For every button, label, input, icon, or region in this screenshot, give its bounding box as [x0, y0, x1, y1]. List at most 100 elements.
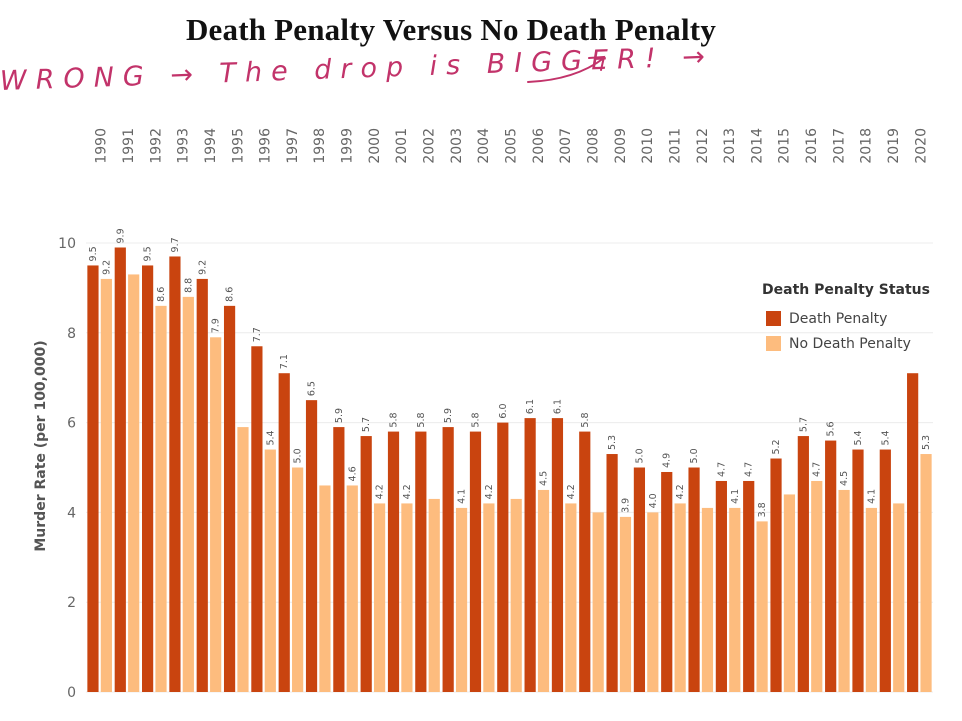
value-label-death-penalty: 9.5	[143, 246, 154, 261]
x-axis-year-labels: 1990 1991 1992 1993 1994 1995 1996 1997 1998 1999…	[94, 128, 930, 164]
value-label-death-penalty: 9.7	[170, 237, 181, 252]
x-tick-label: 2020	[913, 128, 929, 164]
x-tick-label: 2006	[531, 128, 547, 164]
x-tick-label: 2007	[558, 128, 574, 164]
bar-no-death-penalty	[373, 503, 386, 692]
bar-death-penalty	[415, 431, 427, 692]
y-tick-label: 6	[67, 416, 76, 432]
value-label-death-penalty: 5.7	[798, 417, 809, 432]
bar-death-penalty	[743, 480, 755, 692]
value-label-death-penalty: 6.5	[307, 381, 318, 396]
x-tick-label: 2008	[585, 128, 601, 164]
bar-no-death-penalty	[128, 274, 140, 692]
bar-death-penalty	[661, 471, 673, 692]
x-tick-label: 1995	[230, 128, 246, 164]
value-label-death-penalty: 9.2	[197, 260, 208, 275]
bar-no-death-penalty	[401, 503, 413, 692]
bar-no-death-penalty	[483, 503, 495, 692]
value-label-death-penalty: 6.1	[552, 399, 563, 414]
bar-no-death-penalty	[537, 489, 550, 692]
x-tick-label: 2012	[695, 128, 711, 164]
bar-no-death-penalty	[346, 485, 358, 692]
x-tick-label: 2004	[476, 128, 492, 164]
value-label-no-death-penalty: 4.6	[347, 466, 358, 481]
bar-death-penalty	[169, 256, 181, 692]
value-label-death-penalty: 5.8	[580, 412, 591, 427]
value-label-death-penalty: 5.0	[689, 448, 700, 463]
legend-item-no-death-penalty: No Death Penalty	[762, 331, 930, 356]
bar-no-death-penalty	[893, 503, 905, 692]
value-label-death-penalty: 5.2	[771, 439, 782, 454]
y-tick-label: 8	[67, 326, 76, 342]
value-label-death-penalty: 5.0	[634, 448, 645, 463]
bar-no-death-penalty	[592, 512, 604, 692]
x-tick-label: 1990	[94, 128, 110, 164]
value-label-death-penalty: 4.7	[716, 462, 727, 477]
bar-no-death-penalty	[729, 507, 741, 692]
bar-death-penalty	[524, 418, 536, 692]
bar-no-death-penalty	[100, 278, 112, 692]
value-label-death-penalty: 5.3	[607, 435, 618, 450]
x-tick-label: 2010	[640, 128, 656, 164]
value-label-no-death-penalty: 4.7	[812, 462, 823, 477]
bar-death-penalty	[606, 454, 618, 692]
value-label-no-death-penalty: 4.2	[375, 484, 386, 499]
x-tick-label: 1998	[312, 128, 328, 164]
bar-no-death-penalty	[619, 516, 632, 692]
value-label-no-death-penalty: 3.8	[757, 502, 768, 517]
bar-death-penalty	[770, 458, 782, 692]
bar-no-death-penalty	[182, 296, 194, 692]
x-tick-label: 2013	[722, 128, 738, 164]
value-label-death-penalty: 8.6	[225, 287, 236, 302]
value-label-no-death-penalty: 8.6	[156, 287, 167, 302]
value-label-no-death-penalty: 4.2	[484, 484, 495, 499]
x-tick-label: 2009	[613, 128, 629, 164]
bar-death-penalty	[387, 431, 400, 692]
x-tick-label: 2005	[504, 128, 520, 164]
value-label-death-penalty: 5.9	[443, 408, 454, 423]
value-label-death-penalty: 5.4	[880, 430, 891, 445]
bar-death-penalty	[907, 373, 919, 692]
bar-death-penalty	[223, 305, 236, 692]
bar-no-death-penalty	[920, 454, 932, 692]
value-label-death-penalty: 5.4	[853, 430, 864, 445]
legend: Death Penalty Status Death Penalty No De…	[762, 282, 930, 356]
bar-no-death-penalty	[756, 521, 768, 692]
bar-death-penalty	[715, 480, 727, 692]
value-label-death-penalty: 7.7	[252, 327, 263, 342]
value-label-death-penalty: 6.0	[498, 403, 509, 418]
value-label-death-penalty: 7.1	[279, 354, 290, 369]
value-label-no-death-penalty: 4.5	[539, 471, 550, 486]
value-label-no-death-penalty: 4.1	[730, 489, 741, 504]
value-label-no-death-penalty: 4.0	[648, 493, 659, 508]
value-label-death-penalty: 5.8	[416, 412, 427, 427]
bar-no-death-penalty	[210, 337, 222, 692]
bar-no-death-penalty	[783, 494, 796, 692]
bar-death-penalty	[797, 436, 809, 692]
bar-death-penalty	[497, 422, 509, 692]
bar-no-death-penalty	[510, 498, 522, 692]
x-tick-label: 2014	[749, 128, 765, 164]
x-tick-label: 2001	[394, 128, 410, 164]
bar-value-labels: 9.5 9.9 9.5 9.7 9.2 8.6 7.7 7.1 6.5 5.9 5.7 5.8 5.8 5…	[88, 228, 932, 517]
y-tick-label: 0	[67, 685, 76, 701]
annotation-arrow-icon	[527, 55, 606, 83]
legend-label-death-penalty: Death Penalty	[789, 310, 888, 327]
x-tick-label: 1992	[148, 128, 164, 164]
x-tick-label: 2000	[367, 128, 383, 164]
y-tick-label: 10	[58, 236, 76, 252]
bar-death-penalty	[87, 265, 99, 692]
x-tick-label: 2018	[859, 128, 875, 164]
bar-no-death-penalty	[319, 485, 331, 692]
bar-no-death-penalty	[292, 467, 304, 692]
bars	[87, 247, 932, 693]
bar-death-penalty	[360, 436, 372, 692]
x-tick-label: 2017	[831, 128, 847, 164]
value-label-death-penalty: 5.6	[826, 421, 837, 436]
y-tick-label: 2	[67, 595, 76, 611]
value-label-death-penalty: 5.7	[361, 417, 372, 432]
x-tick-label: 2016	[804, 128, 820, 164]
bar-no-death-penalty	[237, 427, 249, 692]
bar-no-death-penalty	[264, 449, 276, 692]
